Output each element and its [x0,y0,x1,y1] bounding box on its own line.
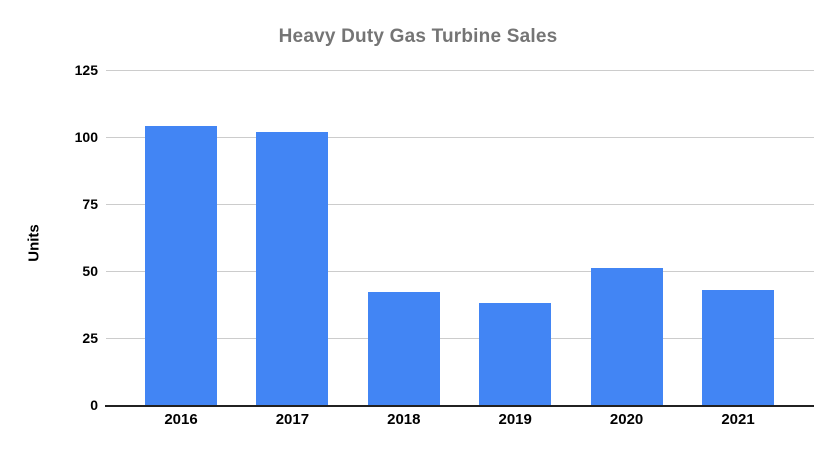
gridline [106,70,814,71]
y-tick-label: 125 [74,62,98,78]
x-tick-label: 2017 [275,411,310,428]
gridline [106,271,814,272]
bar-2018 [367,292,440,405]
y-tick-label: 25 [82,330,98,346]
gridline [106,338,814,339]
x-tick-label: 2019 [498,411,532,428]
bar-2020 [590,268,663,405]
x-tick-label: 2016 [164,411,198,428]
plot-area [105,70,814,407]
y-tick-label: 50 [82,263,98,279]
chart-title: Heavy Duty Gas Turbine Sales [278,26,558,47]
y-tick-label: 100 [74,129,98,145]
gridline [106,204,814,205]
gridline [106,137,814,138]
bar-2016 [145,126,217,405]
x-tick-label: 2021 [721,411,755,428]
bar-2021 [702,289,774,405]
y-axis-title: Units [25,224,43,262]
y-tick-label: 0 [90,397,98,413]
bar-2017 [256,131,329,405]
y-tick-label: 75 [82,196,98,212]
x-axis-line [105,405,814,407]
bar-2019 [479,303,552,405]
x-tick-label: 2018 [387,411,421,428]
x-tick-label: 2020 [609,411,644,428]
